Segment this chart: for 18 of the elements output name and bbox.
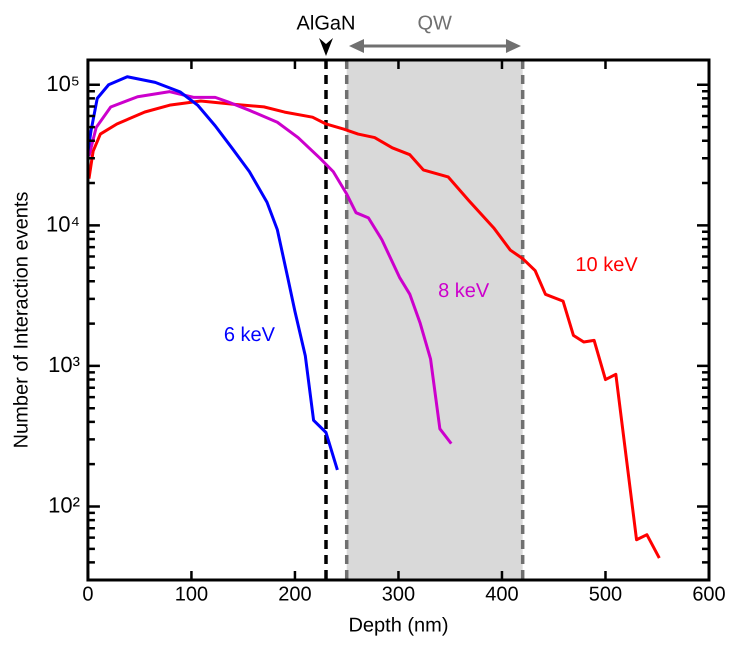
- y-tick-label: 10³: [48, 352, 80, 377]
- y-tick-label: 10²: [48, 492, 80, 518]
- x-tick-label: 200: [278, 584, 312, 606]
- y-tick-label: 10⁴: [46, 211, 80, 236]
- x-tick-label: 600: [692, 584, 726, 606]
- x-tick-label: 500: [588, 584, 622, 606]
- series-label: 10 keV: [575, 254, 638, 276]
- series-label: 8 keV: [438, 280, 490, 302]
- y-tick-label: 10⁵: [46, 70, 80, 96]
- band-label: QW: [417, 12, 452, 35]
- x-axis-title: Depth (nm): [348, 614, 448, 637]
- x-tick-label: 300: [382, 584, 416, 606]
- x-tick-label: 0: [82, 584, 94, 606]
- x-tick-label: 100: [174, 584, 208, 606]
- series-label: 6 keV: [224, 324, 276, 346]
- x-tick-label: 400: [485, 584, 519, 606]
- y-axis-title: Number of Interaction events: [10, 192, 33, 448]
- ref-line-label: AlGaN: [296, 12, 356, 35]
